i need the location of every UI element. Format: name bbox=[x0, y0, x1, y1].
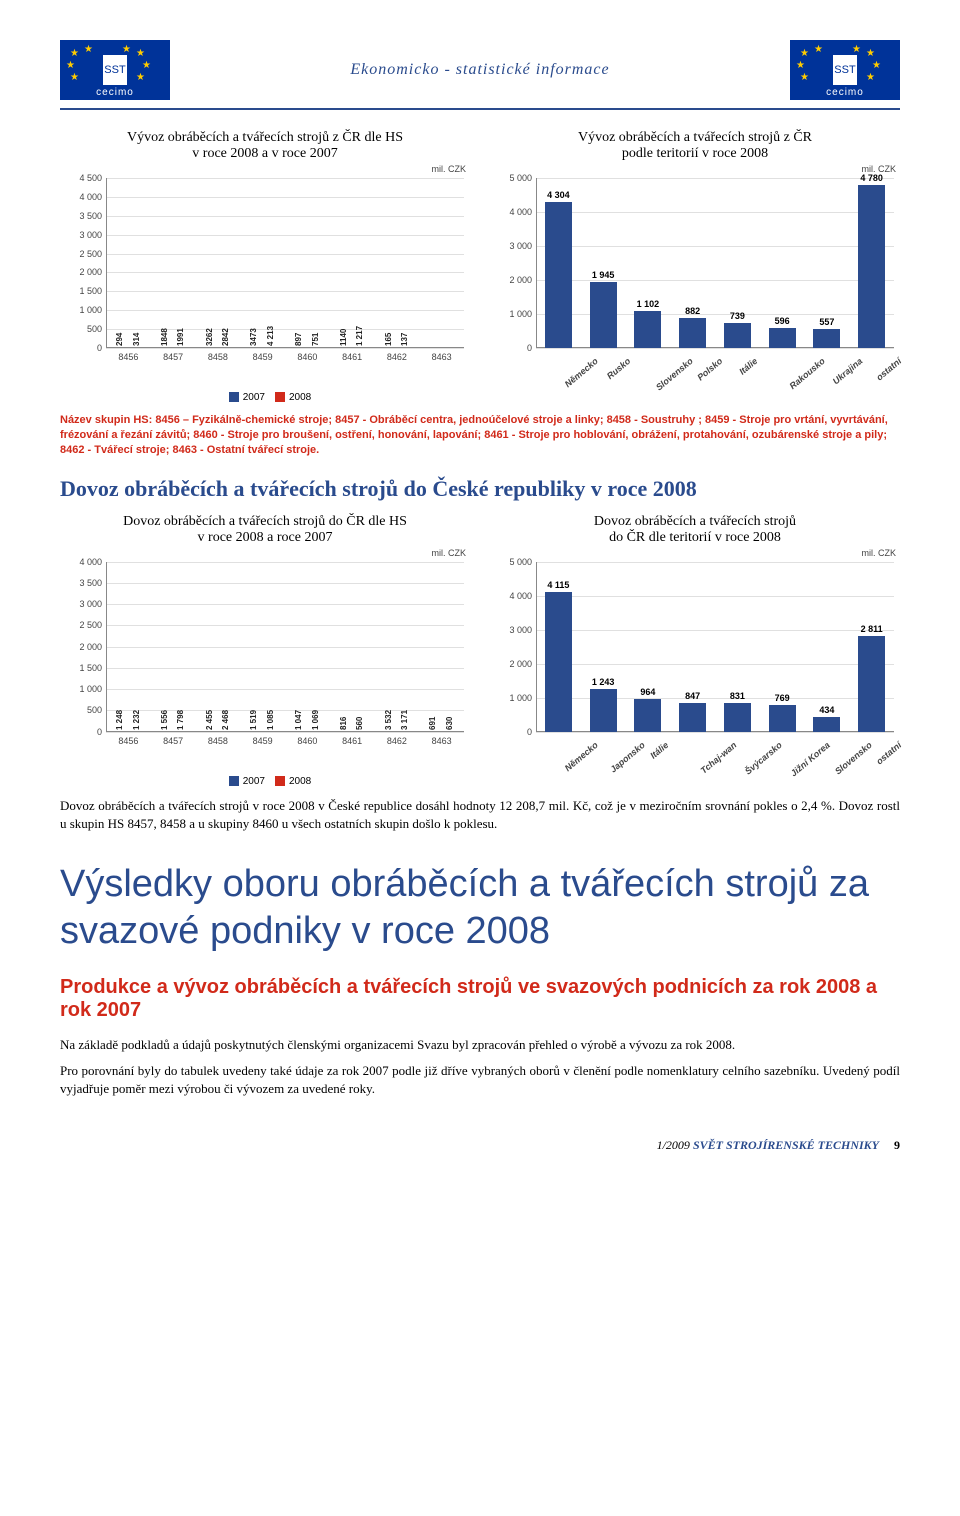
paragraph-2: Na základě podkladů a údajů poskytnutých… bbox=[60, 1036, 900, 1054]
chart1: 05001 0001 5002 0002 5003 0003 5004 0004… bbox=[60, 168, 470, 388]
paragraph-dovoz: Dovoz obráběcích a tvářecích strojů v ro… bbox=[60, 797, 900, 833]
chart1-title: Vývoz obráběcích a tvářecích strojů z ČR… bbox=[60, 130, 470, 162]
header-category: Ekonomicko - statistické informace bbox=[350, 61, 609, 79]
page-header: ★ ★ ★ ★ ★ ★ ★ ★ SST cecimo Ekonomicko - … bbox=[60, 40, 900, 100]
chart2: 01 0002 0003 0004 0005 0004 304Německo1 … bbox=[490, 168, 900, 388]
chart3-title: Dovoz obráběcích a tvářecích strojů do Č… bbox=[60, 514, 470, 546]
chart3-legend: 20072008 bbox=[60, 776, 470, 787]
paragraph-3: Pro porovnání byly do tabulek uvedeny ta… bbox=[60, 1062, 900, 1098]
page-footer: 1/2009 SVĚT STROJÍRENSKÉ TECHNIKY 9 bbox=[60, 1138, 900, 1153]
sub-heading: Produkce a vývoz obráběcích a tvářecích … bbox=[60, 976, 900, 1022]
footer-issue: 1/2009 bbox=[657, 1138, 690, 1152]
chart-row-2: Dovoz obráběcích a tvářecích strojů do Č… bbox=[60, 514, 900, 787]
chart4-title: Dovoz obráběcích a tvářecích strojů do Č… bbox=[490, 514, 900, 546]
footer-page: 9 bbox=[894, 1138, 900, 1152]
chart2-title: Vývoz obráběcích a tvářecích strojů z ČR… bbox=[490, 130, 900, 162]
chart4: 01 0002 0003 0004 0005 0004 115Německo1 … bbox=[490, 552, 900, 772]
big-heading: Výsledky oboru obráběcích a tvářecích st… bbox=[60, 861, 900, 956]
logo-label: cecimo bbox=[60, 87, 170, 98]
hs-names-note: Název skupin HS: 8456 – Fyzikálně-chemic… bbox=[60, 413, 900, 458]
header-rule bbox=[60, 108, 900, 110]
cecimo-logo-left: ★ ★ ★ ★ ★ ★ ★ ★ SST cecimo bbox=[60, 40, 170, 100]
chart-row-1: Vývoz obráběcích a tvářecích strojů z ČR… bbox=[60, 130, 900, 403]
logo-label: cecimo bbox=[790, 87, 900, 98]
chart1-legend: 20072008 bbox=[60, 392, 470, 403]
cecimo-logo-right: ★ ★ ★ ★ ★ ★ ★ ★ SST cecimo bbox=[790, 40, 900, 100]
section2-title: Dovoz obráběcích a tvářecích strojů do Č… bbox=[60, 476, 900, 502]
footer-mag: SVĚT STROJÍRENSKÉ TECHNIKY bbox=[693, 1138, 879, 1152]
chart3: 05001 0001 5002 0002 5003 0003 5004 0001… bbox=[60, 552, 470, 772]
